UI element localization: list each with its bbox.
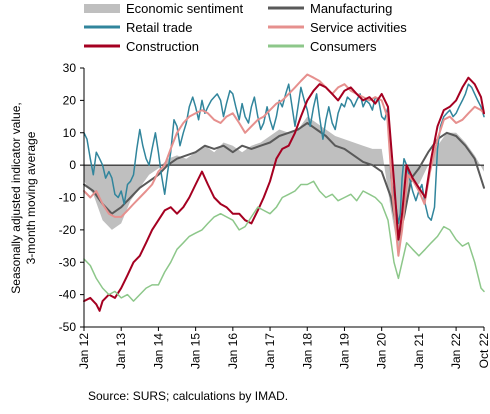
legend-label: Economic sentiment bbox=[126, 1, 243, 16]
x-tick-label: Jan 15 bbox=[189, 333, 203, 369]
x-tick-label: Jan 21 bbox=[412, 333, 426, 369]
x-tick-label: Jan 16 bbox=[226, 333, 240, 369]
legend-label: Retail trade bbox=[126, 20, 192, 35]
y-axis-title-line: 3-month moving average bbox=[24, 131, 38, 264]
x-tick-label: Jan 19 bbox=[337, 333, 351, 369]
series-line-service-activities bbox=[83, 73, 485, 257]
series-line-construction bbox=[83, 76, 485, 312]
y-axis-title-line: Seasonally adjusted indicator value, bbox=[9, 102, 23, 293]
y-tick-label: -20 bbox=[59, 223, 77, 237]
legend-item-economic-sentiment: Economic sentiment bbox=[84, 1, 243, 16]
legend-item-retail-trade: Retail trade bbox=[84, 20, 192, 35]
legend-label: Construction bbox=[126, 39, 199, 54]
y-axis-title: Seasonally adjusted indicator value, 3-mo… bbox=[9, 102, 38, 293]
y-tick-label: 20 bbox=[63, 93, 77, 107]
x-tick-label: Jan 12 bbox=[77, 333, 91, 369]
line-series-layer bbox=[83, 73, 485, 312]
series-line-retail-trade bbox=[83, 83, 485, 225]
series-line-consumers bbox=[83, 180, 485, 302]
y-tick-label: -10 bbox=[59, 191, 77, 205]
y-tick-label: -50 bbox=[59, 320, 77, 334]
series-line-manufacturing bbox=[83, 122, 485, 241]
legend-item-service-activities: Service activities bbox=[268, 20, 407, 35]
y-tick-label: 10 bbox=[63, 126, 77, 140]
legend: Economic sentiment Manufacturing Retail tr… bbox=[84, 1, 407, 54]
legend-item-consumers: Consumers bbox=[268, 39, 377, 54]
x-tick-label: Jan 20 bbox=[375, 333, 389, 369]
y-tick-label: 0 bbox=[69, 158, 76, 172]
x-tick-label: Oct 22 bbox=[477, 333, 490, 369]
x-tick-label: Jan 17 bbox=[263, 333, 277, 369]
legend-swatch bbox=[84, 4, 120, 13]
x-tick-label: Jan 18 bbox=[300, 333, 314, 369]
x-tick-label: Jan 13 bbox=[114, 333, 128, 369]
legend-label: Consumers bbox=[310, 39, 377, 54]
legend-item-construction: Construction bbox=[84, 39, 199, 54]
source-note: Source: SURS; calculations by IMAD. bbox=[88, 389, 288, 403]
y-tick-label: 30 bbox=[63, 61, 77, 75]
x-tick-label: Jan 22 bbox=[449, 333, 463, 369]
y-tick-label: -40 bbox=[59, 288, 77, 302]
legend-label: Manufacturing bbox=[310, 1, 392, 16]
y-tick-label: -30 bbox=[59, 255, 77, 269]
legend-label: Service activities bbox=[310, 20, 407, 35]
legend-item-manufacturing: Manufacturing bbox=[268, 1, 392, 16]
x-tick-label: Jan 14 bbox=[151, 333, 165, 369]
